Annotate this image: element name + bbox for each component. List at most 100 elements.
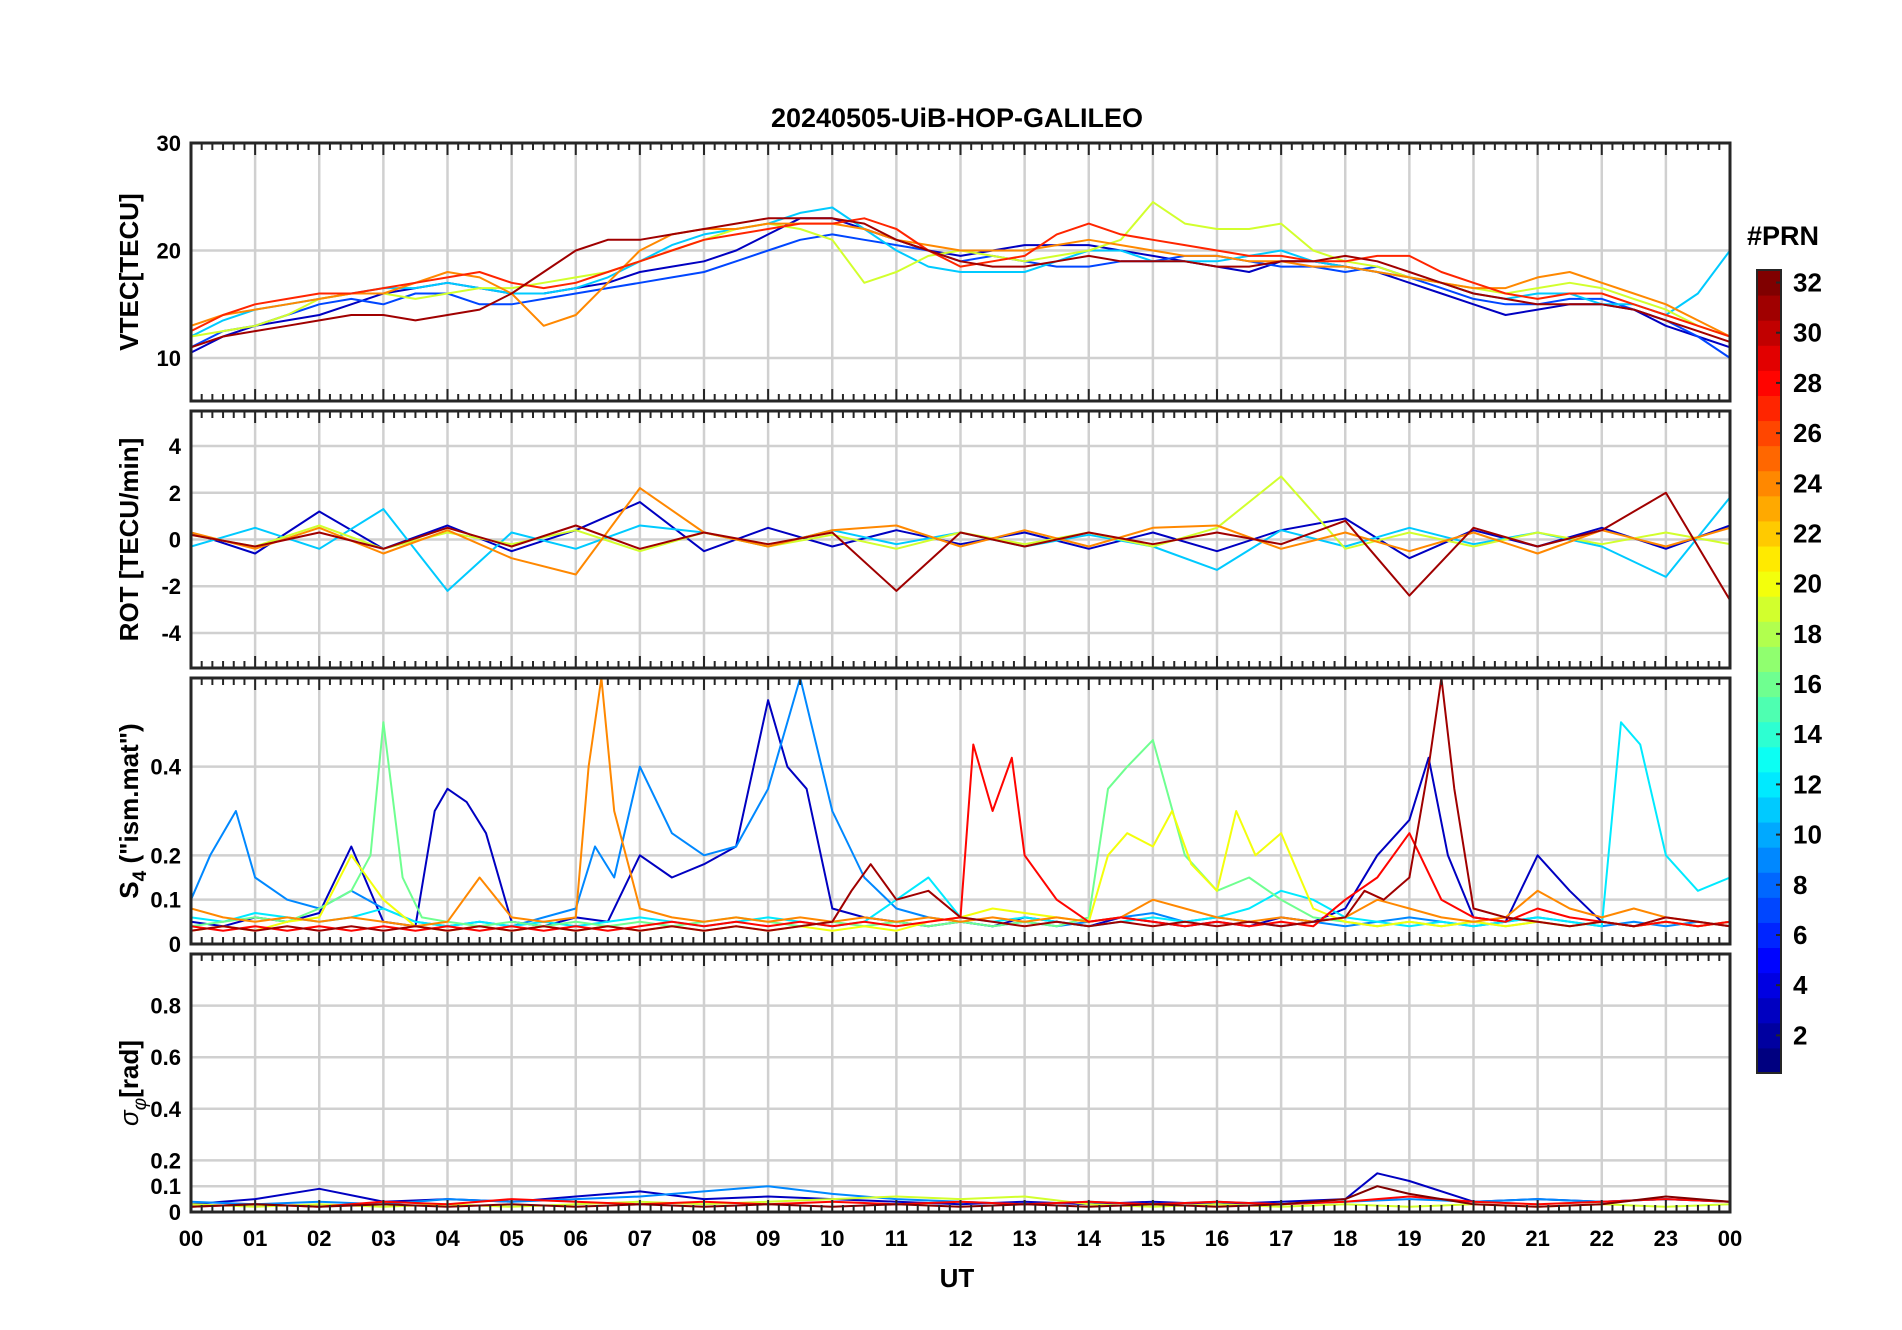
colorbar-tick-label: 6 [1793, 920, 1807, 950]
colorbar-tick-label: 28 [1793, 368, 1822, 398]
panel-rot: -4 -2 0 2 4 ROT [TECU/min] [114, 409, 1732, 670]
colorbar-swatch [1757, 1047, 1781, 1074]
x-tick-label: 00 [179, 1226, 203, 1251]
x-tick-label: 01 [243, 1226, 267, 1251]
y-tick-label: 10 [157, 346, 181, 371]
colorbar-tick-label: 12 [1793, 769, 1822, 799]
colorbar-swatch [1757, 546, 1781, 572]
colorbar-tick-label: 2 [1793, 1020, 1807, 1050]
x-tick-label: 23 [1654, 1226, 1678, 1251]
x-axis: 00 01 02 03 04 05 06 07 08 09 10 11 12 13 14 15 16 17 18 19… [179, 1226, 1742, 1251]
y-tick-label: 0.4 [150, 1097, 181, 1122]
colorbar-tick-label: 18 [1793, 619, 1822, 649]
x-tick-label: 00 [1718, 1226, 1742, 1251]
series-line-prn-24 [191, 487, 1730, 576]
y-tick-label: 2 [169, 481, 181, 506]
colorbar-swatch [1757, 495, 1781, 522]
y-tick-label: 20 [157, 239, 181, 264]
colorbar-swatch [1757, 796, 1781, 823]
y-tick-label: 0.6 [150, 1045, 181, 1070]
x-tick-label: 16 [1205, 1226, 1229, 1251]
y-axis-label: σφ[rad] [114, 1040, 151, 1126]
y-tick-label: 0 [169, 932, 181, 957]
series-group [191, 475, 1730, 601]
x-tick-label: 14 [1077, 1226, 1102, 1251]
x-tick-label: 08 [692, 1226, 716, 1251]
colorbar-swatch [1757, 897, 1781, 923]
y-axis-label: ROT [TECU/min] [114, 438, 144, 642]
series-line-prn-3 [191, 501, 1730, 560]
series-line-prn-27 [191, 217, 1730, 338]
y-tick-label: 4 [169, 434, 182, 459]
y-tick-label: -2 [161, 574, 181, 599]
colorbar-tick-label: 8 [1793, 870, 1807, 900]
y-tick-label: -4 [161, 621, 181, 646]
series-line-prn-31 [191, 217, 1730, 349]
panel-vtec: 10 20 30 VTEC[TECU] [114, 131, 1732, 403]
colorbar-swatch [1757, 395, 1781, 422]
colorbar-tick-label: 14 [1793, 719, 1822, 749]
x-axis-label: UT [940, 1263, 975, 1293]
colorbar-swatch [1757, 345, 1781, 371]
x-tick-label: 05 [499, 1226, 523, 1251]
x-tick-label: 02 [307, 1226, 331, 1251]
colorbar-swatch [1757, 847, 1781, 873]
colorbar-tick-label: 24 [1793, 468, 1822, 498]
y-tick-label: 0.1 [150, 888, 181, 913]
colorbar-tick-label: 30 [1793, 318, 1822, 348]
y-tick-label: 0.4 [150, 755, 181, 780]
colorbar-swatch [1757, 295, 1781, 321]
panel-sigma_phi: 00.10.2 0.4 0.6 0.8 σφ[rad] [114, 952, 1732, 1225]
x-tick-label: 17 [1269, 1226, 1293, 1251]
panel-s4: 0 0.1 0.2 0.4S4 ("ism.mat") [114, 676, 1732, 957]
colorbar-swatch [1757, 947, 1781, 974]
y-tick-label: 0 [169, 1200, 181, 1225]
y-tick-label: 0 [169, 528, 181, 553]
y-axis-label: VTEC[TECU] [114, 193, 144, 350]
series-line-prn-24 [191, 678, 1730, 928]
colorbar-swatch [1757, 646, 1781, 672]
x-tick-label: 20 [1461, 1226, 1485, 1251]
x-tick-label: 07 [628, 1226, 652, 1251]
y-tick-label: 0.1 [150, 1174, 181, 1199]
colorbar-frame [1756, 269, 1782, 1074]
x-tick-label: 21 [1525, 1226, 1549, 1251]
colorbar-tick-label: 10 [1793, 820, 1822, 850]
colorbar-swatch [1757, 696, 1781, 723]
x-tick-label: 13 [1012, 1226, 1036, 1251]
colorbar-tick-label: 22 [1793, 518, 1822, 548]
series-line-prn-28 [191, 743, 1730, 932]
x-tick-label: 19 [1397, 1226, 1421, 1251]
colorbar-swatch [1757, 596, 1781, 622]
series-group [191, 201, 1730, 359]
series-group [191, 678, 1730, 932]
x-tick-label: 04 [435, 1226, 460, 1251]
x-tick-label: 06 [564, 1226, 588, 1251]
colorbar-swatch [1757, 997, 1781, 1024]
series-line-prn-31 [191, 678, 1730, 932]
series-line-prn-24 [191, 222, 1730, 338]
x-tick-label: 15 [1141, 1226, 1165, 1251]
figure-title: 20240505-UiB-HOP-GALILEO [771, 103, 1143, 133]
x-tick-label: 11 [885, 1226, 908, 1251]
x-tick-label: 22 [1590, 1226, 1614, 1251]
y-tick-label: 0.2 [150, 843, 181, 868]
colorbar-tick-label: 16 [1793, 669, 1822, 699]
colorbar-label: #PRN [1747, 221, 1819, 251]
colorbar-tick-label: 4 [1793, 970, 1808, 1000]
colorbar-swatch [1757, 746, 1781, 773]
x-tick-label: 10 [820, 1226, 844, 1251]
x-tick-label: 18 [1333, 1226, 1357, 1251]
colorbar-tick-label: 26 [1793, 418, 1822, 448]
x-tick-label: 09 [756, 1226, 780, 1251]
y-tick-label: 0.8 [150, 994, 181, 1019]
y-tick-label: 0.2 [150, 1148, 181, 1173]
series-line-prn-31 [191, 491, 1730, 601]
colorbar-tick-label: 20 [1793, 569, 1822, 599]
colorbar-swatch [1757, 445, 1781, 472]
colorbar-tick-label: 32 [1793, 268, 1822, 298]
